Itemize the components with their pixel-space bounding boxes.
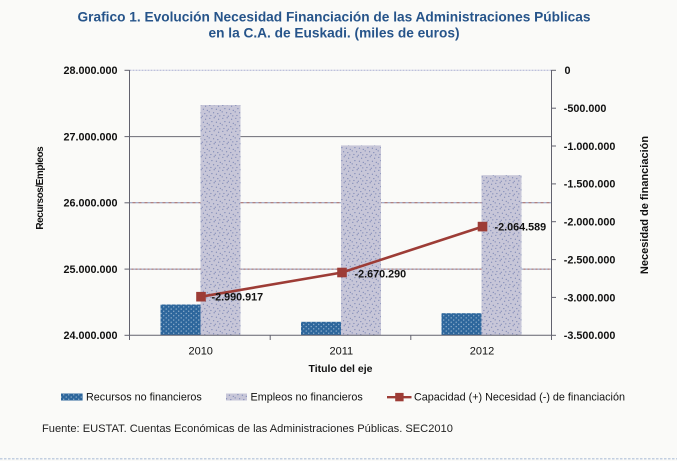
svg-text:en la C.A. de Euskadi. (miles: en la C.A. de Euskadi. (miles de euros) [208, 26, 459, 41]
svg-text:-1.000.000: -1.000.000 [564, 141, 616, 153]
svg-text:-1.500.000: -1.500.000 [564, 179, 616, 191]
svg-text:Capacidad (+) Necesidad (-) de: Capacidad (+) Necesidad (-) de financiac… [414, 391, 625, 403]
svg-text:2012: 2012 [470, 346, 494, 358]
svg-text:Necesidad de financiación: Necesidad de financiación [639, 136, 651, 274]
svg-text:0: 0 [565, 65, 571, 77]
svg-text:-2.500.000: -2.500.000 [564, 254, 616, 266]
svg-text:-500.000: -500.000 [564, 103, 607, 115]
svg-text:2010: 2010 [188, 346, 212, 358]
svg-text:Grafico 1. Evolución Necesidad: Grafico 1. Evolución Necesidad Financiac… [78, 10, 591, 25]
svg-text:Recursos no financieros: Recursos no financieros [86, 391, 202, 403]
svg-text:Titulo del eje: Titulo del eje [309, 363, 373, 375]
svg-text:28.000.000: 28.000.000 [63, 65, 117, 77]
svg-text:2011: 2011 [329, 346, 353, 358]
svg-text:Fuente: EUSTAT. Cuentas Económ: Fuente: EUSTAT. Cuentas Económicas de la… [42, 423, 453, 435]
svg-text:25.000.000: 25.000.000 [63, 264, 117, 276]
svg-text:27.000.000: 27.000.000 [63, 131, 117, 143]
svg-text:-3.500.000: -3.500.000 [564, 330, 616, 342]
svg-text:-2.000.000: -2.000.000 [564, 217, 616, 229]
svg-text:-2.670.290: -2.670.290 [355, 269, 407, 281]
svg-text:26.000.000: 26.000.000 [63, 198, 117, 210]
svg-text:24.000.000: 24.000.000 [63, 330, 117, 342]
svg-text:Recursos/Empleos: Recursos/Empleos [35, 146, 46, 230]
svg-text:-2.064.589: -2.064.589 [495, 221, 547, 233]
svg-text:Empleos no financieros: Empleos no financieros [251, 391, 364, 403]
svg-text:-3.000.000: -3.000.000 [564, 292, 616, 304]
svg-text:-2.990.917: -2.990.917 [212, 292, 264, 304]
